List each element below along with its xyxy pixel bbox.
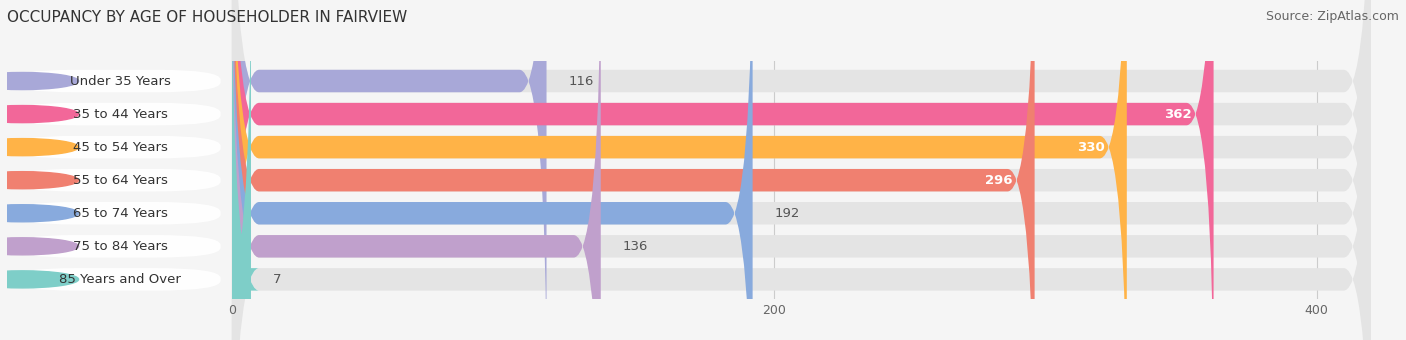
- Text: 192: 192: [775, 207, 800, 220]
- FancyBboxPatch shape: [232, 0, 1035, 340]
- Text: 330: 330: [1077, 141, 1105, 154]
- FancyBboxPatch shape: [232, 0, 1371, 340]
- Text: 45 to 54 Years: 45 to 54 Years: [73, 141, 167, 154]
- Text: 116: 116: [568, 74, 593, 87]
- Text: 35 to 44 Years: 35 to 44 Years: [73, 107, 167, 121]
- Text: 75 to 84 Years: 75 to 84 Years: [73, 240, 167, 253]
- Text: OCCUPANCY BY AGE OF HOUSEHOLDER IN FAIRVIEW: OCCUPANCY BY AGE OF HOUSEHOLDER IN FAIRV…: [7, 10, 408, 25]
- FancyBboxPatch shape: [11, 235, 221, 258]
- FancyBboxPatch shape: [232, 0, 1371, 340]
- FancyBboxPatch shape: [232, 0, 1371, 340]
- Circle shape: [0, 72, 79, 89]
- Circle shape: [0, 172, 79, 189]
- Text: 65 to 74 Years: 65 to 74 Years: [73, 207, 167, 220]
- Circle shape: [0, 205, 79, 222]
- Text: 85 Years and Over: 85 Years and Over: [59, 273, 181, 286]
- FancyBboxPatch shape: [232, 0, 1126, 340]
- Circle shape: [0, 238, 79, 255]
- FancyBboxPatch shape: [232, 0, 1371, 340]
- FancyBboxPatch shape: [232, 0, 1213, 340]
- FancyBboxPatch shape: [11, 70, 221, 92]
- FancyBboxPatch shape: [232, 0, 752, 340]
- Text: 7: 7: [273, 273, 281, 286]
- Text: Under 35 Years: Under 35 Years: [70, 74, 170, 87]
- Circle shape: [0, 105, 79, 123]
- FancyBboxPatch shape: [232, 0, 1371, 340]
- FancyBboxPatch shape: [11, 202, 221, 224]
- FancyBboxPatch shape: [232, 0, 600, 340]
- Text: Source: ZipAtlas.com: Source: ZipAtlas.com: [1265, 10, 1399, 23]
- FancyBboxPatch shape: [11, 103, 221, 125]
- Circle shape: [0, 271, 79, 288]
- Text: 296: 296: [986, 174, 1012, 187]
- FancyBboxPatch shape: [232, 0, 547, 340]
- FancyBboxPatch shape: [232, 0, 1371, 340]
- Text: 136: 136: [623, 240, 648, 253]
- FancyBboxPatch shape: [232, 0, 1371, 340]
- FancyBboxPatch shape: [224, 0, 259, 340]
- Circle shape: [0, 139, 79, 156]
- Text: 362: 362: [1164, 107, 1192, 121]
- FancyBboxPatch shape: [11, 169, 221, 191]
- FancyBboxPatch shape: [11, 268, 221, 291]
- Text: 55 to 64 Years: 55 to 64 Years: [73, 174, 167, 187]
- FancyBboxPatch shape: [11, 136, 221, 158]
